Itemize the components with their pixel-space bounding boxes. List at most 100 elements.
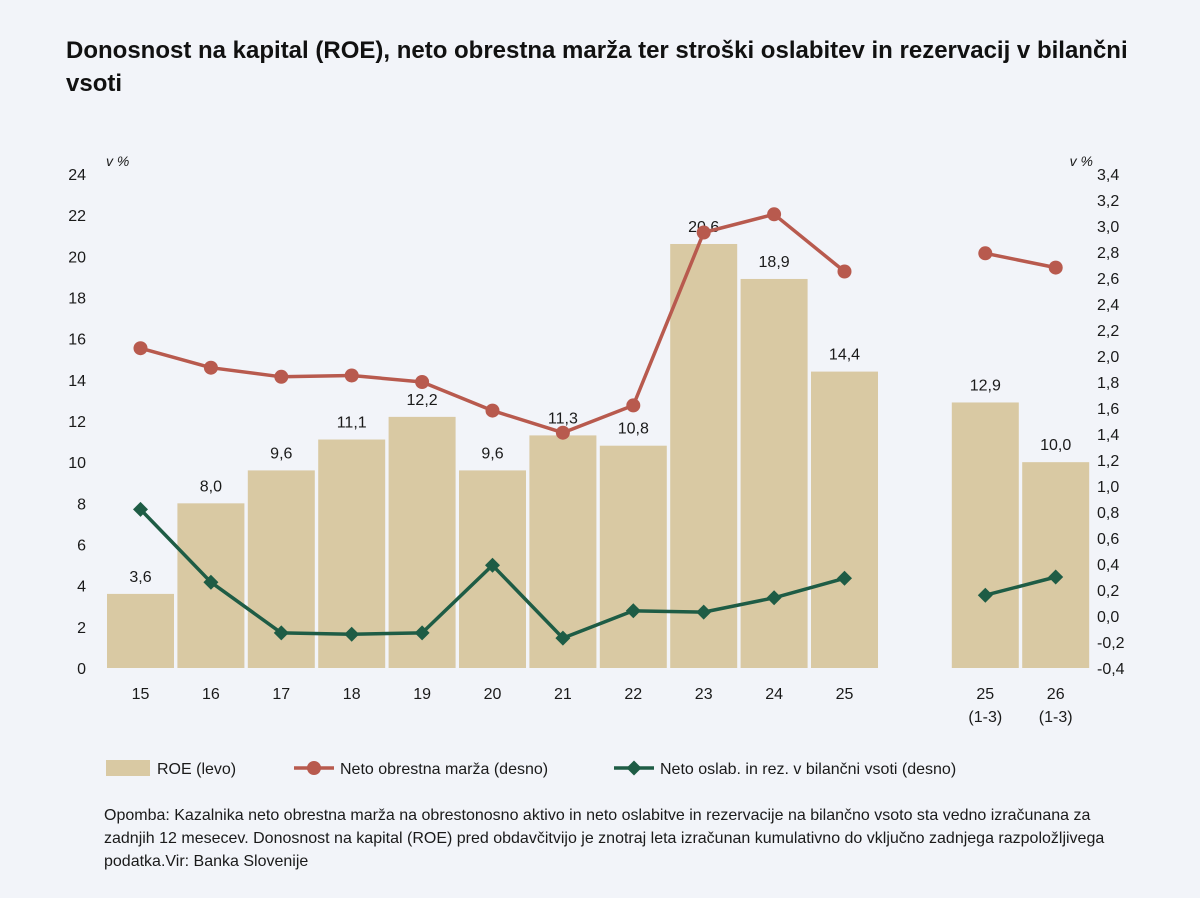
roe-bar-label: 8,0 xyxy=(200,478,222,495)
left-tick-label: 6 xyxy=(77,538,86,555)
left-tick-label: 4 xyxy=(77,579,86,596)
nim-point xyxy=(133,341,148,356)
left-tick-label: 12 xyxy=(68,414,86,431)
nim-point xyxy=(1048,260,1063,275)
left-tick-label: 22 xyxy=(68,208,86,225)
nim-point xyxy=(767,207,782,222)
right-tick-label: 0,4 xyxy=(1097,557,1119,574)
roe-bar xyxy=(951,402,1019,668)
nim-point xyxy=(626,398,641,413)
right-tick-label: 0,8 xyxy=(1097,505,1119,522)
provisions-point xyxy=(414,625,430,641)
nim-path xyxy=(140,212,846,435)
legend-label-roe: ROE (levo) xyxy=(157,761,236,778)
right-tick-label: 0,6 xyxy=(1097,531,1119,548)
left-tick-label: 10 xyxy=(68,455,86,472)
right-tick-label: 3,4 xyxy=(1097,167,1119,184)
right-tick-label: 2,4 xyxy=(1097,297,1119,314)
legend-marker-provisions xyxy=(626,760,642,776)
roe-bar-labels: 3,68,09,611,112,29,611,310,820,618,914,4… xyxy=(129,219,1071,586)
nim-point xyxy=(837,264,852,279)
right-tick-label: 1,4 xyxy=(1097,427,1119,444)
right-tick-label: 1,0 xyxy=(1097,479,1119,496)
right-tick-label: 1,2 xyxy=(1097,453,1119,470)
x-tick-label: 25 (1-3) xyxy=(968,686,1002,726)
provisions-point xyxy=(625,603,641,619)
nim-point xyxy=(415,375,430,389)
roe-bar-label: 10,8 xyxy=(618,421,649,438)
right-axis-unit: v % xyxy=(1070,153,1093,169)
roe-bar xyxy=(811,371,878,668)
legend-marker-nim xyxy=(307,761,321,775)
x-tick-label: 23 xyxy=(695,686,713,703)
roe-bar xyxy=(1022,462,1090,668)
nim-point xyxy=(485,403,500,418)
roe-bar-label: 14,4 xyxy=(829,347,860,364)
provisions-path xyxy=(984,575,1057,597)
nim-point xyxy=(203,360,218,375)
x-tick-label: 20 xyxy=(484,686,502,703)
nim-point xyxy=(555,425,570,440)
x-tick-label: 24 xyxy=(765,686,783,703)
x-tick-label: 16 xyxy=(202,686,220,703)
provisions-point xyxy=(203,574,219,590)
right-tick-label: 2,2 xyxy=(1097,323,1119,340)
right-axis: -0,4 -0,2 0,0 0,2 0,4 0,6 0,8 1,0 1,2 1,4 1,6 1,8 2,… xyxy=(1070,153,1125,678)
provisions-point xyxy=(344,626,360,642)
legend-label-nim: Neto obrestna marža (desno) xyxy=(340,761,548,778)
x-tick-label: 19 xyxy=(413,686,431,703)
x-tick-label: 22 xyxy=(624,686,642,703)
provisions-line-series xyxy=(133,501,1064,646)
roe-bar-label: 11,1 xyxy=(337,415,367,432)
x-tick-label: 26 (1-3) xyxy=(1039,686,1073,726)
roe-bar xyxy=(107,593,174,668)
left-tick-label: 24 xyxy=(68,167,86,184)
provisions-point xyxy=(133,501,148,517)
roe-bar-label: 12,2 xyxy=(407,392,438,409)
left-tick-label: 0 xyxy=(77,661,86,678)
right-tick-label: 1,6 xyxy=(1097,401,1119,418)
roe-bar-label: 10,0 xyxy=(1040,437,1071,454)
provisions-point xyxy=(837,570,852,586)
right-tick-label: 3,0 xyxy=(1097,219,1119,236)
chart-title: Donosnost na kapital (ROE), neto obrestn… xyxy=(66,37,1128,97)
x-tick-label: 17 xyxy=(272,686,290,703)
left-tick-label: 20 xyxy=(68,249,86,266)
roe-bars xyxy=(107,243,1090,668)
provisions-point xyxy=(696,604,712,620)
x-tick-label: 18 xyxy=(343,686,361,703)
nim-point xyxy=(696,225,711,240)
left-tick-label: 2 xyxy=(77,620,86,637)
roe-bar-label: 9,6 xyxy=(481,445,503,462)
provisions-point xyxy=(485,557,500,573)
nim-point xyxy=(344,368,359,383)
footnote: Opomba: Kazalnika neto obrestna marža na… xyxy=(104,807,1105,870)
provisions-point xyxy=(555,630,571,646)
right-tick-label: -0,2 xyxy=(1097,635,1125,652)
nim-line-series xyxy=(133,207,1063,440)
roe-bar-label: 9,6 xyxy=(270,445,292,462)
roe-bar xyxy=(740,278,808,668)
roe-bar xyxy=(670,243,738,668)
provisions-point xyxy=(766,590,782,606)
legend-label-provisions: Neto oslab. in rez. v bilančni vsoti (de… xyxy=(660,761,956,778)
provisions-point xyxy=(977,587,993,603)
left-axis-unit: v % xyxy=(106,153,129,169)
left-tick-label: 18 xyxy=(68,291,86,308)
left-tick-label: 8 xyxy=(77,496,86,513)
roe-bar-label: 11,3 xyxy=(548,410,578,427)
right-tick-label: 2,0 xyxy=(1097,349,1119,366)
right-tick-label: 3,2 xyxy=(1097,193,1119,210)
provisions-point xyxy=(1048,569,1064,585)
legend-swatch-roe xyxy=(106,760,150,776)
right-tick-label: 0,0 xyxy=(1097,609,1119,626)
x-tick-label: 15 xyxy=(132,686,150,703)
nim-point xyxy=(978,246,993,261)
legend: ROE (levo) Neto obrestna marža (desno) Net… xyxy=(106,760,956,778)
right-tick-label: 0,2 xyxy=(1097,583,1119,600)
left-tick-label: 14 xyxy=(68,373,86,390)
roe-bar-label: 3,6 xyxy=(129,569,151,586)
right-tick-label: 2,6 xyxy=(1097,271,1119,288)
